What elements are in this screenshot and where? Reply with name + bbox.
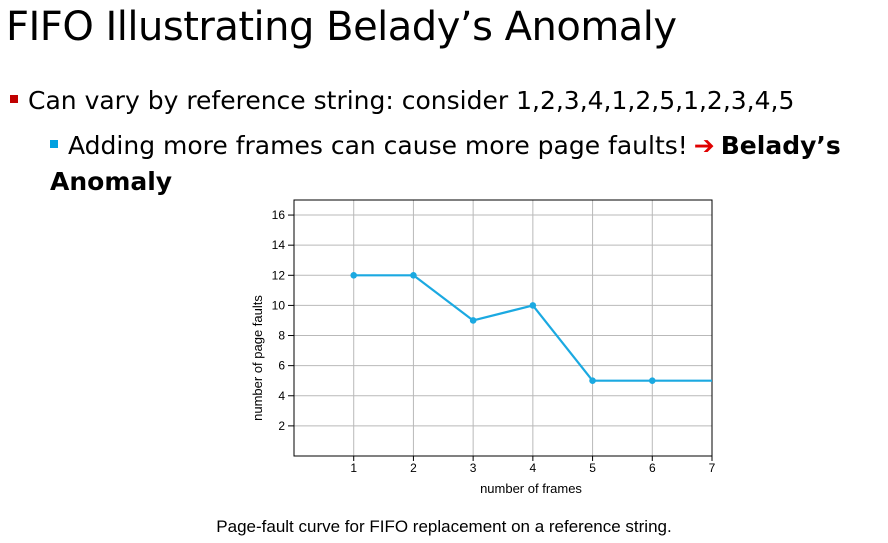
data-point [648, 377, 656, 385]
x-tick-label: 1 [350, 461, 357, 475]
y-tick-label: 12 [272, 268, 286, 282]
y-tick-label: 4 [278, 389, 285, 403]
bullet-1-text: Can vary by reference string: consider 1… [28, 86, 795, 115]
beladys-anomaly-label: Belady’s Anomaly [50, 131, 841, 196]
x-tick-label: 2 [410, 461, 417, 475]
plot-frame [293, 199, 713, 457]
x-tick-label: 5 [589, 461, 596, 475]
bullet-2-text: Adding more frames can cause more page f… [68, 131, 688, 160]
data-point [529, 302, 537, 309]
x-tick-label: 3 [470, 461, 477, 475]
y-tick-label: 16 [272, 208, 286, 222]
bullet-item-1: Can vary by reference string: consider 1… [8, 86, 794, 115]
data-point [469, 317, 477, 324]
data-point [589, 377, 596, 385]
page-fault-chart: 2 4 6 8 10 12 14 16 1 2 3 4 5 6 7 number of frames numbe… [240, 198, 730, 503]
x-axis-label: number of frames [480, 481, 582, 496]
data-point [350, 271, 358, 279]
y-tick-label: 10 [272, 298, 286, 312]
figure-caption: Page-fault curve for FIFO replacement on… [216, 517, 672, 536]
x-tick-label: 4 [530, 461, 537, 475]
y-tick-label: 6 [278, 359, 285, 373]
x-tick-label: 7 [709, 461, 716, 475]
y-tick-label: 8 [278, 329, 285, 343]
y-tick-label: 2 [278, 419, 285, 433]
y-axis-label: number of page faults [250, 295, 265, 421]
y-tick-label: 14 [272, 238, 286, 252]
square-bullet-icon [10, 95, 18, 103]
right-arrow-icon: ➔ [693, 131, 715, 160]
x-tick-label: 6 [649, 461, 656, 475]
slide-title: FIFO Illustrating Belady’s Anomaly [6, 4, 677, 50]
data-point [410, 271, 417, 279]
square-bullet-icon [50, 140, 58, 148]
bullet-item-2: Adding more frames can cause more page f… [50, 128, 880, 200]
